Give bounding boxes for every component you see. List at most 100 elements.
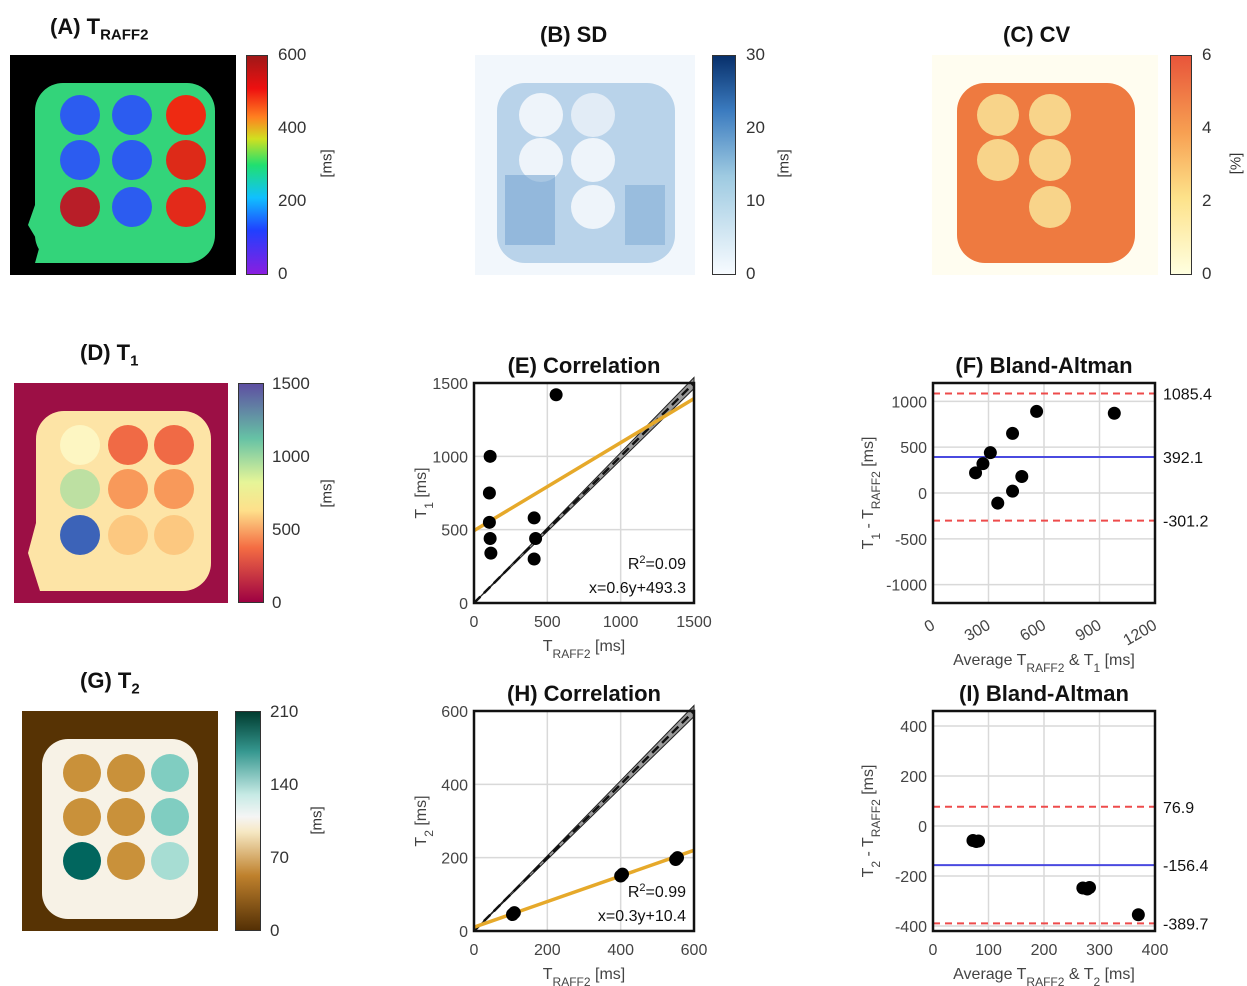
plot-frame bbox=[931, 381, 1157, 605]
colorbar-d-tick: 1000 bbox=[272, 447, 310, 466]
traff2-map bbox=[10, 55, 236, 275]
colorbar-d-unit: [ms] bbox=[318, 479, 336, 508]
panel-a-title: (A) TRAFF2 bbox=[50, 14, 149, 44]
colorbar-c-tick: 6 bbox=[1202, 45, 1212, 64]
colorbar-d-tick: 1500 bbox=[272, 374, 310, 393]
regression-equation: x=0.6y+493.3 bbox=[589, 580, 686, 597]
chart-title: (I) Bland-Altman bbox=[959, 681, 1129, 706]
data-point bbox=[1006, 484, 1020, 498]
data-point bbox=[1080, 882, 1094, 896]
colorbar-g-unit: [ms] bbox=[308, 806, 326, 835]
colorbar-g-tick: 210 bbox=[270, 702, 299, 721]
data-point bbox=[1083, 881, 1097, 894]
colorbar-g-tick: 0 bbox=[270, 921, 280, 940]
y-axis-label: T1 - TRAFF2 [ms] bbox=[860, 437, 883, 550]
data-point bbox=[669, 853, 683, 866]
chart-title: (F) Bland-Altman bbox=[955, 353, 1132, 378]
mean-difference-label: 392.1 bbox=[1163, 450, 1203, 467]
colorbar-c-unit: [%] bbox=[1227, 152, 1245, 175]
panel-g-title: (G) T2 bbox=[80, 668, 140, 698]
data-point bbox=[1076, 881, 1090, 895]
data-point bbox=[529, 531, 543, 545]
colorbar-b-tick: 30 bbox=[746, 45, 765, 64]
identity-band bbox=[473, 704, 695, 932]
x-tick-label: 200 bbox=[1031, 942, 1058, 959]
y-axis-label: T2 - TRAFF2 [ms] bbox=[860, 765, 883, 878]
colorbar-c-tick: 4 bbox=[1202, 118, 1212, 137]
colorbar-g-tick: 70 bbox=[270, 848, 289, 867]
colorbar-a bbox=[246, 55, 268, 275]
upper-limit-label: 76.9 bbox=[1163, 800, 1194, 817]
colorbar-d-tick: 0 bbox=[272, 593, 282, 612]
lower-limit-label: -389.7 bbox=[1163, 916, 1208, 933]
y-tick-label: 1500 bbox=[432, 376, 468, 393]
chart-title: (H) Correlation bbox=[507, 681, 661, 706]
colorbar-b bbox=[712, 55, 736, 275]
colorbar-a-tick: 600 bbox=[278, 45, 307, 64]
data-point bbox=[1030, 404, 1044, 418]
colorbar-d bbox=[238, 383, 264, 603]
y-axis-label: T2 [ms] bbox=[413, 795, 436, 846]
mean-difference-label: -156.4 bbox=[1163, 858, 1208, 875]
sd-map bbox=[475, 55, 695, 275]
data-point bbox=[991, 496, 1005, 510]
data-point bbox=[506, 908, 519, 921]
data-point bbox=[483, 449, 497, 463]
y-tick-label: 0 bbox=[459, 924, 468, 941]
y-tick-label: -1000 bbox=[886, 578, 927, 595]
colorbar-c-tick: 2 bbox=[1202, 191, 1212, 210]
identity-band bbox=[473, 376, 695, 604]
data-point bbox=[483, 531, 497, 545]
colorbar-a-tick: 400 bbox=[278, 118, 307, 137]
x-axis-label: TRAFF2 [ms] bbox=[543, 966, 625, 986]
upper-limit-label: 1085.4 bbox=[1163, 387, 1212, 404]
y-tick-label: 200 bbox=[900, 769, 927, 786]
y-tick-label: 500 bbox=[441, 523, 468, 540]
data-point bbox=[1107, 406, 1121, 420]
y-tick-label: -200 bbox=[895, 869, 927, 886]
data-point bbox=[671, 851, 684, 865]
panel-c-title: (C) CV bbox=[1003, 22, 1071, 47]
r-squared-label: R2=0.99 bbox=[628, 882, 686, 901]
x-tick-label: 0 bbox=[929, 942, 938, 959]
data-point bbox=[616, 867, 629, 881]
x-tick-label: 600 bbox=[681, 942, 708, 959]
x-tick-label: 0 bbox=[470, 942, 479, 959]
data-point bbox=[549, 388, 563, 402]
panel-d-title: (D) T1 bbox=[80, 340, 139, 370]
data-point bbox=[976, 457, 990, 471]
x-tick-label: 1200 bbox=[1121, 617, 1160, 650]
lower-limit-label: -301.2 bbox=[1163, 514, 1208, 531]
colorbar-g-tick: 140 bbox=[270, 775, 299, 794]
colorbar-a-tick: 0 bbox=[278, 264, 288, 283]
plot-frame bbox=[472, 381, 696, 605]
x-tick-label: 900 bbox=[1073, 617, 1105, 645]
data-point bbox=[969, 466, 983, 480]
y-tick-label: -400 bbox=[895, 919, 927, 936]
x-tick-label: 300 bbox=[962, 617, 994, 645]
colorbar-b-tick: 20 bbox=[746, 118, 765, 137]
data-point bbox=[507, 906, 521, 920]
y-tick-label: -500 bbox=[895, 532, 927, 549]
r-squared-label: R2=0.09 bbox=[628, 554, 686, 573]
data-point bbox=[527, 511, 541, 525]
t2-map bbox=[22, 711, 218, 931]
colorbar-a-tick: 200 bbox=[278, 191, 307, 210]
x-tick-label: 500 bbox=[534, 614, 561, 631]
colorbar-g bbox=[235, 711, 261, 931]
data-point bbox=[966, 834, 980, 847]
y-tick-label: 400 bbox=[900, 719, 927, 736]
data-point bbox=[614, 869, 628, 883]
data-point bbox=[527, 552, 541, 566]
data-point bbox=[1131, 908, 1145, 922]
y-tick-label: 0 bbox=[918, 819, 927, 836]
y-tick-label: 500 bbox=[900, 440, 927, 457]
x-tick-label: 0 bbox=[922, 617, 938, 636]
colorbar-d-tick: 500 bbox=[272, 520, 301, 539]
y-axis-label: T1 [ms] bbox=[413, 467, 436, 518]
colorbar-c-tick: 0 bbox=[1202, 264, 1212, 283]
data-point bbox=[482, 515, 496, 529]
x-tick-label: 1000 bbox=[603, 614, 639, 631]
colorbar-c bbox=[1170, 55, 1192, 275]
y-tick-label: 200 bbox=[441, 851, 468, 868]
